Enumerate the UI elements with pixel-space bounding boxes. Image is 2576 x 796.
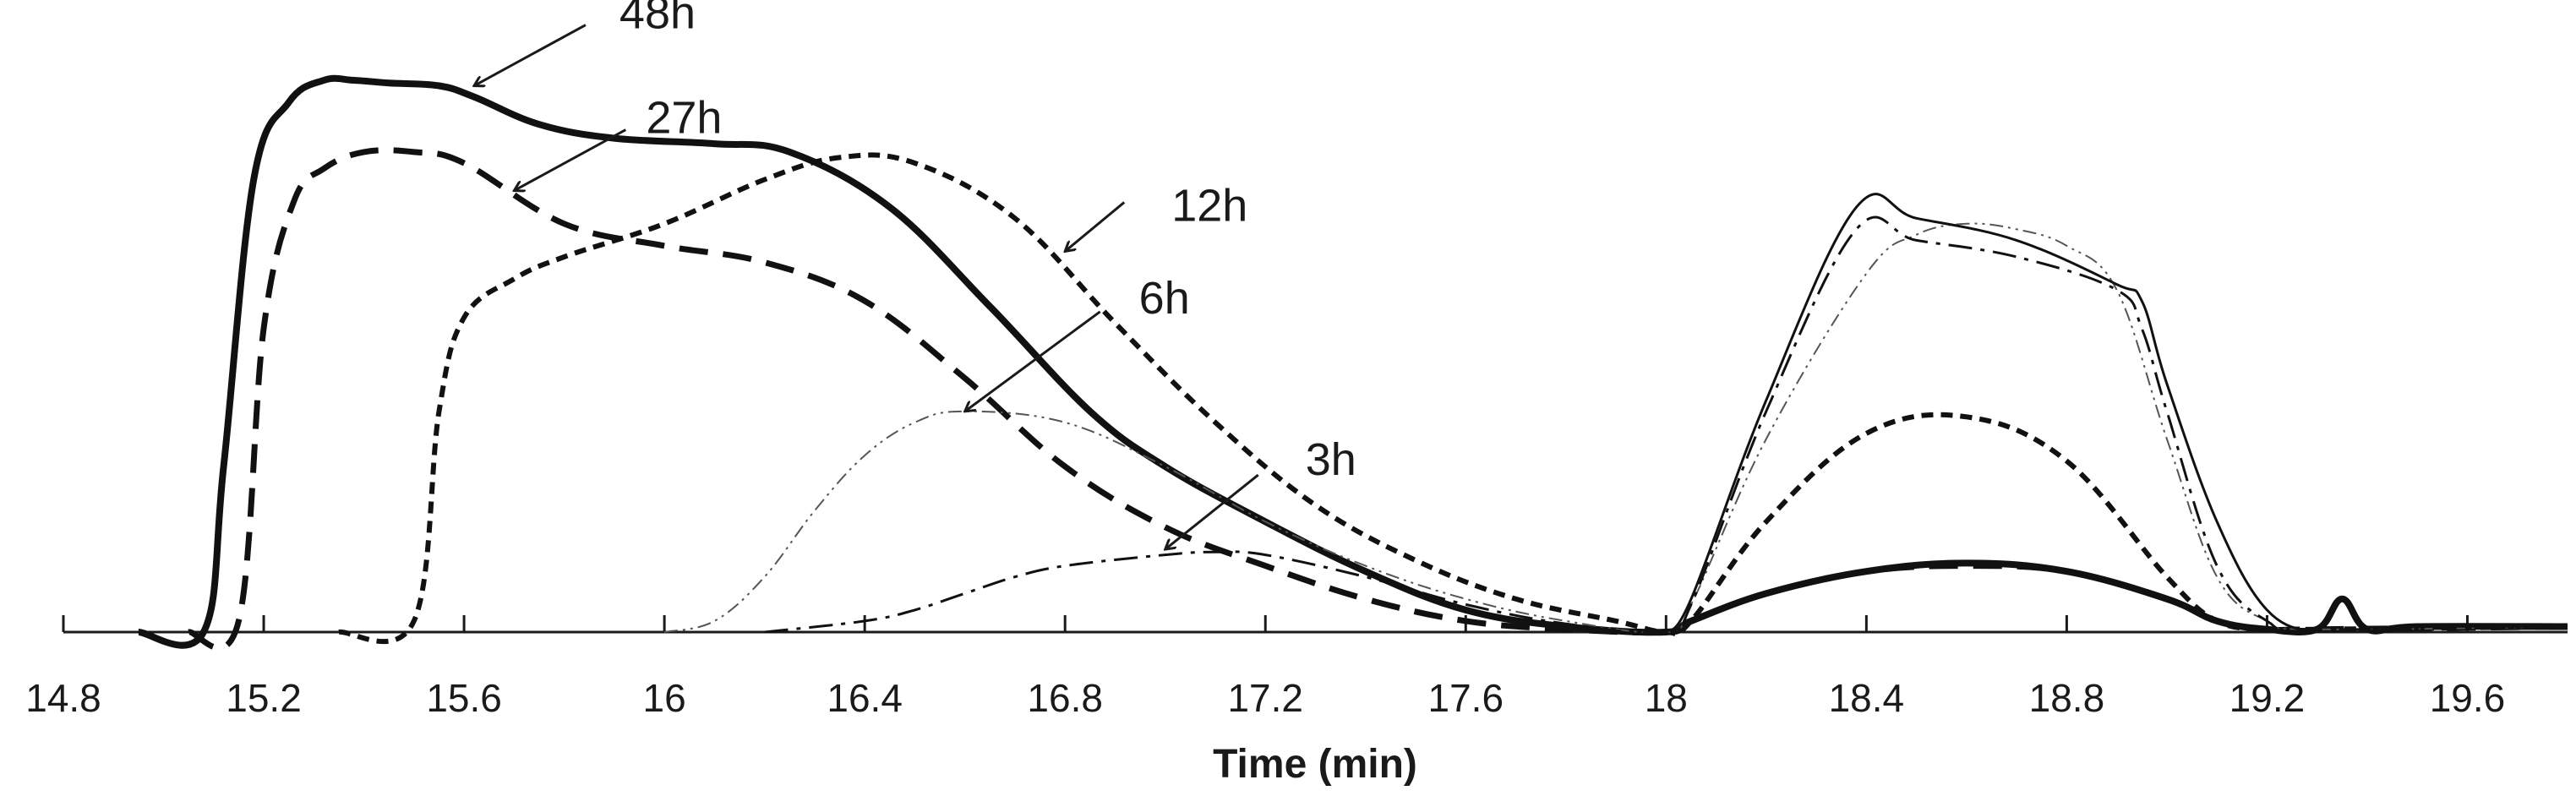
x-axis-title: Time (min) [1213,742,1417,787]
series-line-3h [764,215,2568,635]
annotation-arrow-27h [514,128,627,191]
x-tick-label-18-4: 18.4 [1829,676,1905,720]
x-tick-label-18-8: 18.8 [2029,676,2105,720]
x-tick-label-15-6: 15.6 [426,676,502,720]
x-tick-label-19-6: 19.6 [2430,676,2506,720]
annotation-label-6h: 6h [1139,273,1190,324]
x-tick-label-17-2: 17.2 [1227,676,1303,720]
series-layer [138,74,2568,652]
annotation-label-48h: 48h [619,0,696,39]
series-line-6h [663,222,2568,634]
x-tick-label-16-8: 16.8 [1027,676,1103,720]
x-tick-label-17-6: 17.6 [1428,676,1504,720]
x-tick-label-18: 18 [1645,676,1688,720]
annotation-arrow-3h [1165,473,1259,549]
series-line-48h [138,74,2568,649]
annotation-label-27h: 27h [646,93,722,144]
x-tick-label-15-2: 15.2 [226,676,302,720]
annotation-arrow-48h [474,24,587,86]
series-line-total-5 [1665,193,2568,634]
x-tick-label-16-4: 16.4 [827,676,903,720]
annotation-arrow-6h [965,310,1101,412]
annotation-arrow-12h [1065,201,1126,251]
x-tick-label-14-8: 14.8 [25,676,101,720]
x-tick-label-16: 16 [643,676,686,720]
series-line-12h [338,152,2568,645]
annotation-layer: 48h 27h 12h 6h 3h [474,0,1356,549]
x-tick-label-19-2: 19.2 [2229,676,2306,720]
series-line-27h [188,147,2568,652]
x-ticks: 14.8 15.2 15.6 16 16.4 16.8 17.2 17.6 18 18.4 18.8… [25,615,2505,720]
annotation-label-12h: 12h [1171,180,1247,231]
annotation-label-3h: 3h [1306,434,1356,485]
